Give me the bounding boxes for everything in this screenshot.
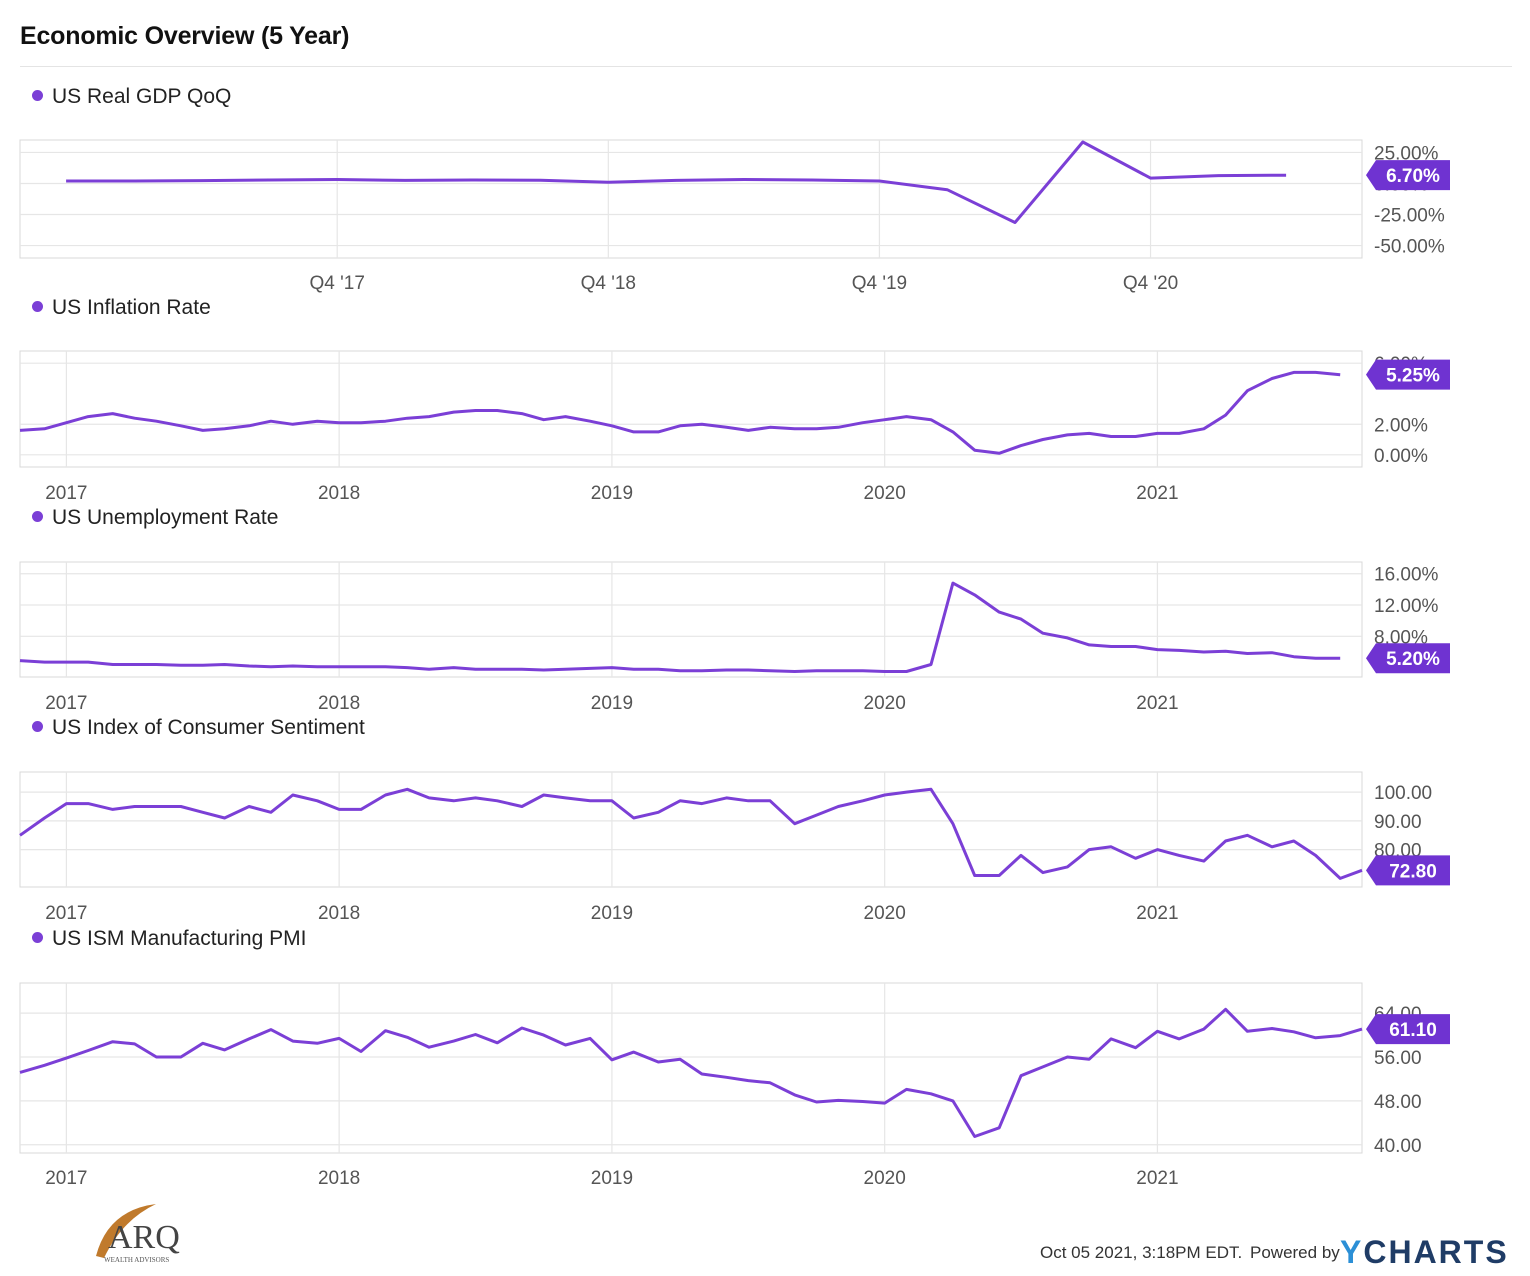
legend-4[interactable]: US ISM Manufacturing PMI <box>32 927 306 951</box>
x-tick-label: Q4 '17 <box>310 273 365 294</box>
x-tick-label: 2018 <box>318 693 360 714</box>
plot-area <box>19 561 1363 678</box>
y-tick-label: 2.00% <box>1374 415 1428 436</box>
ycharts-brand[interactable]: YCHARTS <box>1340 1234 1509 1271</box>
series-line[interactable] <box>19 787 1363 880</box>
powered-by-text: Powered by <box>1250 1243 1340 1262</box>
legend-label: US Unemployment Rate <box>52 506 279 529</box>
last-value-badge: 5.20% <box>1366 643 1450 674</box>
series-line[interactable] <box>66 140 1287 224</box>
y-tick-label: 8.00% <box>1374 627 1428 648</box>
x-tick-label: Q4 '20 <box>1123 273 1178 294</box>
x-tick-label: 2021 <box>1136 1168 1178 1189</box>
badge-value: 5.25% <box>1386 366 1440 387</box>
badge-shape <box>1366 160 1450 191</box>
badge-shape <box>1366 359 1450 390</box>
legend-0[interactable]: US Real GDP QoQ <box>32 85 231 109</box>
y-tick-label: 25.00% <box>1374 143 1439 164</box>
x-tick-label: 2018 <box>318 903 360 924</box>
x-tick-label: 2020 <box>864 483 906 504</box>
x-tick-label: 2017 <box>45 483 87 504</box>
y-tick-label: 48.00 <box>1374 1092 1422 1113</box>
x-tick-label: Q4 '19 <box>852 273 907 294</box>
last-value-badge: 61.10 <box>1366 1014 1450 1045</box>
x-tick-label: 2018 <box>318 483 360 504</box>
x-tick-label: 2020 <box>864 693 906 714</box>
legend-label: US ISM Manufacturing PMI <box>52 927 307 950</box>
last-value-badge: 6.70% <box>1366 160 1450 191</box>
arq-logo: ARQ WEALTH ADVISORS <box>96 1204 180 1264</box>
legend-dot <box>32 89 43 101</box>
plot-area <box>19 350 1363 468</box>
x-tick-label: 2019 <box>591 693 633 714</box>
y-tick-label: -50.00% <box>1374 237 1445 258</box>
x-tick-label: 2019 <box>591 1168 633 1189</box>
y-tick-label: 100.00 <box>1374 783 1432 804</box>
plot-area <box>19 139 1363 259</box>
x-tick-label: Q4 '18 <box>581 273 636 294</box>
legend-label: US Inflation Rate <box>52 296 211 319</box>
timestamp: Oct 05 2021, 3:18PM EDT. <box>1040 1243 1243 1262</box>
legend-label: US Real GDP QoQ <box>52 85 232 108</box>
series-line[interactable] <box>19 581 1341 673</box>
x-tick-label: 2021 <box>1136 693 1178 714</box>
legend-2[interactable]: US Unemployment Rate <box>32 506 278 530</box>
badge-value: 72.80 <box>1389 861 1437 882</box>
series-line[interactable] <box>19 370 1341 455</box>
legend-dot <box>32 300 43 312</box>
x-tick-label: 2017 <box>45 1168 87 1189</box>
x-tick-label: 2018 <box>318 1168 360 1189</box>
last-value-badge: 5.25% <box>1366 359 1450 390</box>
plot-area <box>19 771 1363 888</box>
y-tick-label: 56.00 <box>1374 1048 1422 1069</box>
chart-svg-2: 16.00% 12.00% 8.00% 2017 2018 2019 2020 2021 5.2… <box>19 561 1450 714</box>
chart-svg-4: 64.0056.0048.0040.0020172018201920202021… <box>19 982 1450 1189</box>
brand-y: Y <box>1340 1234 1364 1270</box>
x-tick-label: 2017 <box>45 903 87 924</box>
logo-text: ARQ <box>108 1219 180 1256</box>
legend-dot <box>32 720 43 732</box>
page-title: Economic Overview (5 Year) <box>20 22 350 50</box>
badge-shape <box>1366 643 1450 674</box>
legend-dot <box>32 510 43 522</box>
last-value-badge: 72.80 <box>1366 855 1450 886</box>
x-tick-label: 2019 <box>591 903 633 924</box>
badge-value: 61.10 <box>1389 1020 1437 1041</box>
badge-shape <box>1366 855 1450 886</box>
y-tick-label: 40.00 <box>1374 1136 1422 1157</box>
x-tick-label: 2021 <box>1136 483 1178 504</box>
legend-3[interactable]: US Index of Consumer Sentiment <box>32 716 365 740</box>
series-line[interactable] <box>19 1007 1363 1138</box>
legend-1[interactable]: US Inflation Rate <box>32 296 211 320</box>
title-divider <box>20 66 1512 67</box>
x-tick-label: 2019 <box>591 483 633 504</box>
legend-dot <box>32 931 43 943</box>
brand-rest: CHARTS <box>1363 1234 1509 1270</box>
x-tick-label: 2021 <box>1136 903 1178 924</box>
y-tick-label: 12.00% <box>1374 596 1439 617</box>
logo-swoosh <box>96 1204 156 1258</box>
logo-subtext: WEALTH ADVISORS <box>104 1256 169 1264</box>
x-tick-label: 2017 <box>45 693 87 714</box>
y-tick-label: 16.00% <box>1374 565 1439 586</box>
y-tick-label: -25.00% <box>1374 206 1445 227</box>
badge-shape <box>1366 1014 1450 1045</box>
x-tick-label: 2020 <box>864 1168 906 1189</box>
badge-value: 5.20% <box>1386 649 1440 670</box>
y-tick-label: 90.00 <box>1374 812 1422 833</box>
badge-value: 6.70% <box>1386 166 1440 187</box>
legend-label: US Index of Consumer Sentiment <box>52 716 365 739</box>
x-tick-label: 2020 <box>864 903 906 924</box>
y-tick-label: 0.00% <box>1374 446 1428 467</box>
